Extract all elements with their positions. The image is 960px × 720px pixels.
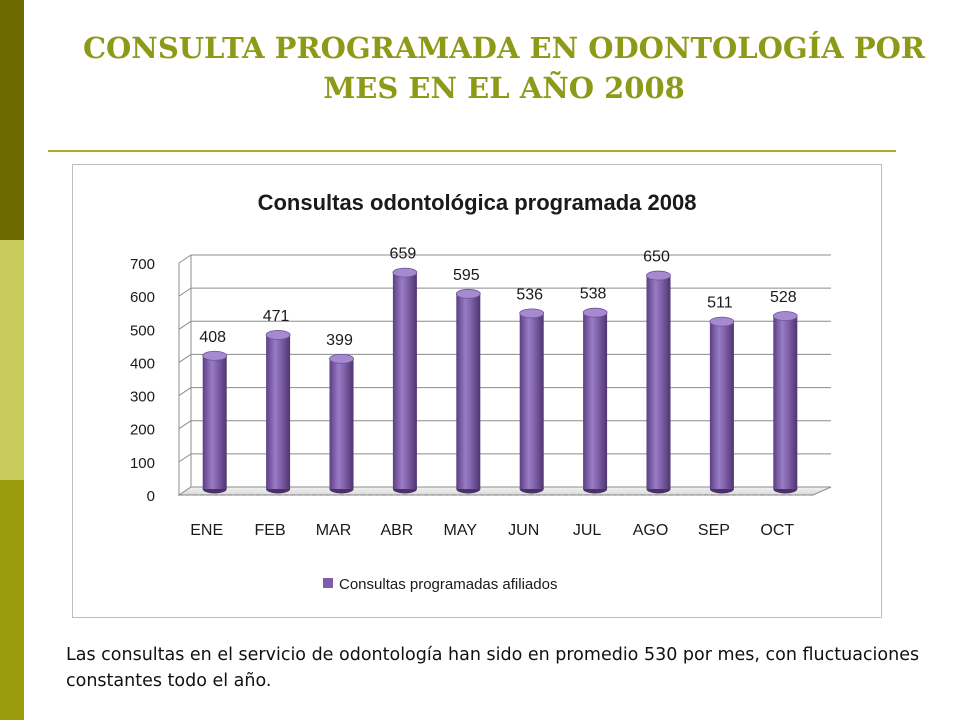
bar-sep [709,316,735,494]
y-tick-label: 400 [130,355,155,372]
bar-ago [646,270,671,494]
slide-title: CONSULTA PROGRAMADA EN ODONTOLOGÍA POR M… [82,31,926,105]
bar-top [709,316,735,327]
side-bar-middle [0,240,24,480]
gridline-side [178,254,192,264]
bar-body [773,316,798,489]
bar-top [582,307,608,318]
bar-top [519,308,545,319]
data-label-ago: 650 [643,249,670,266]
bar-feb [265,329,291,494]
bar-mar [329,353,354,494]
x-tick-label-mar: MAR [316,522,352,539]
bar-may [455,288,481,494]
bar-top [772,311,798,321]
gridline-side [178,387,192,396]
gridline-side [178,354,192,363]
bar-body [456,293,481,489]
x-tick-label-jul: JUL [573,522,602,539]
summary-caption: Las consultas en el servicio de odontolo… [66,645,920,691]
bar-body [646,275,671,489]
data-label-jun: 536 [516,286,543,303]
gridline-side [178,420,192,430]
bar-jun [519,308,545,494]
bar-body [266,334,291,489]
bar-body [202,355,227,489]
x-tick-label-feb: FEB [255,522,286,539]
bar-ene [202,350,228,494]
bar-body [709,321,734,489]
y-tick-label: 100 [130,455,155,472]
data-label-mar: 399 [326,332,353,349]
bar-jul [582,307,608,494]
bar-top [329,353,354,364]
x-tick-label-jun: JUN [508,522,539,539]
legend-swatch [323,578,333,588]
y-tick-label: 500 [130,322,155,339]
bar-top [392,267,418,278]
y-tick-label: 300 [130,389,155,406]
y-tick-label: 700 [130,256,155,273]
bar-top [455,288,481,299]
x-tick-label-sep: SEP [698,522,730,539]
title-divider [48,150,896,152]
bar-body [329,358,354,489]
x-tick-label-oct: OCT [760,522,794,539]
bar-oct [772,311,798,494]
x-tick-label-abr: ABR [380,522,413,539]
bar-body [392,272,417,489]
gridline-side [178,287,192,297]
gridline-side [178,453,192,463]
bar-top [202,350,228,361]
data-label-abr: 659 [390,246,417,263]
chart-title: Consultas odontológica programada 2008 [258,190,697,215]
data-label-jul: 538 [580,286,607,303]
y-tick-label: 600 [130,289,155,306]
x-tick-label-may: MAY [444,522,478,539]
data-label-may: 595 [453,267,480,284]
data-label-ene: 408 [199,329,226,346]
side-bar-top [0,0,24,240]
bar-body [519,313,544,489]
data-label-feb: 471 [263,308,290,325]
y-tick-label: 0 [147,488,155,505]
bar-body [583,312,608,489]
chart-frame: Consultas odontológica programada 2008 0… [72,164,882,618]
bar-abr [392,267,418,494]
gridline-side [178,320,192,330]
bar-top [265,329,291,340]
side-bar-bottom [0,480,24,720]
legend-label: Consultas programadas afiliados [339,576,557,593]
x-tick-label-ene: ENE [190,522,223,539]
data-label-sep: 511 [707,295,733,312]
bar-chart: Consultas odontológica programada 2008 0… [130,190,832,593]
data-label-oct: 528 [770,289,797,306]
y-tick-label: 200 [130,422,155,439]
x-tick-label-ago: AGO [633,522,669,539]
bar-top [646,270,671,281]
